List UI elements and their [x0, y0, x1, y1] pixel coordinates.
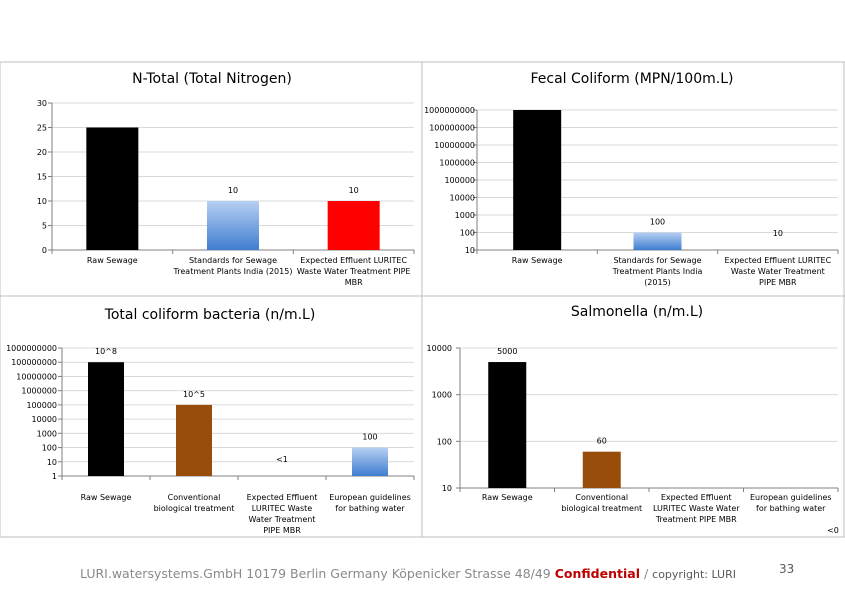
category-label: Standards for Sewage — [189, 256, 277, 265]
bar — [582, 451, 621, 488]
category-label: Waste Water Treatment — [731, 267, 825, 276]
y-tick-label: 100 — [42, 444, 57, 453]
category-label: European guidelines — [329, 493, 411, 502]
y-tick-label: 100 — [437, 437, 452, 446]
footer: LURI.watersystems.GmbH 10179 Berlin Germ… — [80, 566, 736, 581]
y-tick-label: 1000000000 — [424, 106, 475, 115]
y-tick-label: 1000 — [455, 211, 475, 220]
category-label: Raw Sewage — [482, 493, 533, 502]
footer-company: LURI.watersystems.GmbH 10179 Berlin Germ… — [80, 566, 551, 581]
category-label: Raw Sewage — [87, 256, 138, 265]
corner-note: <0 — [827, 526, 839, 535]
data-label: 10 — [228, 186, 238, 195]
category-label: Raw Sewage — [81, 493, 132, 502]
y-tick-label: 25 — [37, 124, 47, 133]
category-label: LURITEC Waste — [252, 504, 313, 513]
category-label: biological treatment — [154, 504, 235, 513]
data-label: 10 — [773, 229, 783, 238]
y-tick-label: 10 — [37, 197, 47, 206]
category-label: Conventional — [168, 493, 221, 502]
bar — [86, 127, 139, 250]
category-label: Treatment PIPE MBR — [655, 515, 737, 524]
category-label: Treatment Plants India (2015) — [173, 267, 293, 276]
category-label: Waste Water Treatment PIPE — [297, 267, 411, 276]
data-label: 100 — [650, 218, 665, 227]
footer-separator: / — [639, 566, 653, 581]
category-label: Expected Effluent LURITEC — [724, 256, 831, 265]
salmonella-chart: Salmonella (n/m.L) 10 100 1000 10000 5000 Raw … — [427, 304, 839, 535]
y-tick-label: 1000 — [37, 429, 57, 438]
y-tick-label: 1000 — [432, 391, 452, 400]
category-label: Expected Effluent — [661, 493, 732, 502]
y-tick-label: 1000000000 — [6, 344, 57, 353]
bar — [352, 447, 388, 476]
y-tick-label: 1 — [52, 472, 57, 481]
y-tick-label: 10000000 — [434, 141, 475, 150]
bar — [327, 201, 380, 250]
y-tick-label: 100000 — [444, 176, 475, 185]
category-label: PIPE MBR — [759, 278, 797, 287]
category-label: Conventional — [575, 493, 628, 502]
y-tick-label: 5 — [42, 222, 47, 231]
chart-title: Fecal Coliform (MPN/100m.L) — [531, 71, 734, 87]
data-label: 5000 — [497, 347, 517, 356]
category-label: Expected Effluent — [247, 493, 318, 502]
bar — [207, 201, 259, 250]
data-label: 60 — [597, 437, 607, 446]
y-tick-label: 10000000 — [16, 372, 57, 381]
y-tick-label: 10 — [465, 246, 475, 255]
bar — [88, 362, 124, 476]
category-label: LURITEC Waste Water — [653, 504, 740, 513]
data-label: <1 — [276, 455, 288, 464]
category-label: Water Treatment — [249, 515, 316, 524]
chart-title: N-Total (Total Nitrogen) — [132, 71, 292, 87]
category-label: (2015) — [644, 278, 671, 287]
y-tick-label: 100000000 — [429, 124, 475, 133]
category-label: European guidelines — [750, 493, 832, 502]
category-label: MBR — [345, 278, 363, 287]
page-number: 33 — [779, 562, 795, 576]
n-total-chart: N-Total (Total Nitrogen) 0 5 10 15 20 25 30 Raw … — [37, 71, 415, 287]
category-label: Expected Effluent LURITEC — [300, 256, 407, 265]
category-label: PIPE MBR — [263, 526, 301, 535]
footer-copyright: copyright: LURI — [652, 568, 736, 581]
category-label: Raw Sewage — [512, 256, 563, 265]
data-label: 100 — [362, 433, 377, 442]
y-tick-label: 10 — [442, 484, 452, 493]
y-tick-label: 10000 — [427, 344, 452, 353]
y-tick-label: 100000 — [26, 401, 57, 410]
y-tick-label: 10000 — [32, 415, 57, 424]
bar — [633, 232, 682, 250]
category-label: for bathing water — [756, 504, 826, 513]
chart-title: Total coliform bacteria (n/m.L) — [104, 307, 316, 323]
y-tick-label: 30 — [37, 99, 47, 108]
y-tick-label: 1000000 — [21, 387, 57, 396]
y-tick-label: 10000 — [450, 194, 475, 203]
y-tick-label: 1000000 — [439, 159, 475, 168]
bar — [513, 110, 562, 250]
bar — [176, 404, 212, 476]
data-label: 10^8 — [95, 347, 117, 356]
data-label: 10^5 — [183, 390, 205, 399]
y-tick-label: 20 — [37, 148, 47, 157]
y-tick-label: 10 — [47, 458, 57, 467]
bar — [488, 362, 527, 488]
footer-confidential: Confidential — [554, 566, 640, 581]
category-label: for bathing water — [335, 504, 405, 513]
y-tick-label: 100000000 — [11, 358, 57, 367]
total-coliform-chart: Total coliform bacteria (n/m.L) 1 10 100 100… — [6, 307, 415, 535]
category-label: Standards for Sewage — [613, 256, 701, 265]
y-tick-label: 0 — [42, 246, 47, 255]
data-label: 10 — [349, 186, 359, 195]
y-tick-label: 100 — [460, 229, 475, 238]
chart-title: Salmonella (n/m.L) — [571, 304, 703, 320]
category-label: Treatment Plants India — [612, 267, 703, 276]
y-tick-label: 15 — [37, 173, 47, 182]
category-label: biological treatment — [561, 504, 642, 513]
fecal-coliform-chart: Fecal Coliform (MPN/100m.L) 10 100 1000 1000… — [424, 71, 839, 287]
